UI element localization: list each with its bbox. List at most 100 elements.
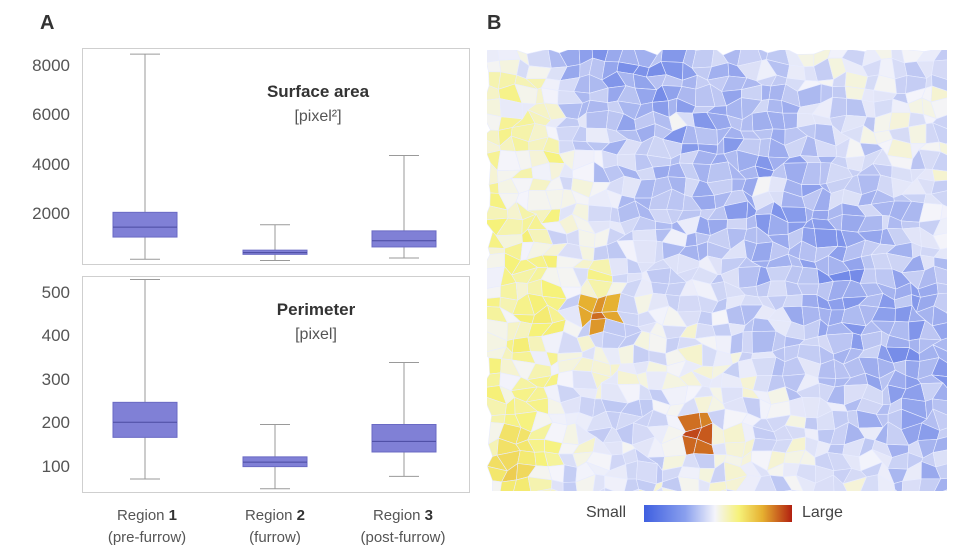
cell-polygon [933, 50, 947, 62]
cell-polygon [487, 296, 501, 308]
x-label-region-1: Region 1 (pre-furrow) [72, 505, 222, 549]
cell-polygon [938, 141, 947, 156]
cell-polygon [829, 96, 847, 119]
cell-polygon [782, 112, 798, 130]
cell-polygon [931, 151, 947, 172]
cell-polygon [860, 474, 879, 491]
cell-polygon [488, 357, 502, 375]
cell-polygon [638, 488, 646, 491]
cell-polygon [888, 489, 896, 491]
cell-polygon [786, 64, 806, 81]
cell-polygon [901, 478, 922, 491]
cell-polygon [604, 487, 615, 491]
cell-polygon [813, 228, 838, 249]
colorbar-low-label: Small [586, 504, 627, 521]
cell-polygon [930, 374, 947, 389]
cell-polygon [635, 478, 657, 491]
colorbar [644, 505, 792, 522]
x-label-number: 2 [296, 507, 306, 524]
cell-polygon [487, 98, 502, 118]
cell-polygon [677, 294, 702, 313]
x-label-prefix: Region [372, 507, 425, 524]
cell-polygon [832, 85, 847, 99]
x-label-prefix: Region [244, 507, 297, 524]
cell-polygon [726, 488, 737, 491]
cell-polygon [711, 442, 727, 456]
cell-polygon [932, 114, 947, 129]
surface-ytick: 8000 [32, 56, 70, 75]
cell-polygon [933, 265, 947, 285]
cell-polygon [684, 232, 698, 248]
cell-polygon [497, 50, 521, 61]
cell-polygon [932, 436, 947, 453]
cell-polygon [661, 476, 683, 491]
cell-polygon [932, 217, 947, 237]
cell-polygon [932, 408, 947, 431]
cell-polygon [492, 480, 502, 491]
perimeter-ytick: 300 [41, 370, 70, 389]
panel-b-label: B [487, 12, 502, 34]
box [112, 401, 178, 438]
cell-polygon [932, 322, 947, 341]
surface-area-unit: [pixel²] [294, 108, 342, 125]
cell-polygon [585, 110, 609, 129]
cell-polygon [932, 398, 947, 416]
x-label-prefix: Region [116, 507, 169, 524]
cell-polygon [550, 488, 559, 491]
x-label-number: 1 [168, 507, 178, 524]
cell-polygon [487, 59, 502, 73]
surface-ytick: 2000 [32, 204, 70, 223]
cell-polygon [562, 481, 578, 491]
cell-polygon [599, 487, 606, 491]
perimeter-ytick: 200 [41, 413, 70, 432]
perimeter-title-block: Perimeter [pixel] [226, 300, 406, 344]
cell-polygon [930, 85, 947, 103]
cell-polygon [517, 450, 537, 467]
cell-polygon [604, 475, 628, 491]
colorbar-high-label: Large [802, 504, 843, 521]
cell-polygon [833, 474, 848, 491]
cell-polygon [767, 280, 788, 297]
perimeter-boxplot [112, 279, 437, 490]
panel-a-label: A [40, 12, 55, 34]
surface-area-boxplot [112, 53, 437, 262]
x-label-region-3: Region 3 (post-furrow) [328, 505, 478, 549]
cell-polygon [931, 357, 947, 377]
cell-polygon [741, 331, 753, 354]
surface-ytick: 4000 [32, 155, 70, 174]
cell-polygon [766, 98, 784, 114]
cell-polygon [930, 97, 947, 120]
cell-polygon [931, 59, 947, 80]
cell-polygon [934, 478, 947, 491]
cell-polygon [932, 305, 947, 327]
cell-polygon [677, 476, 700, 491]
cell-polygon [490, 414, 506, 424]
cell-polygon [908, 123, 927, 144]
cell-polygon [933, 247, 947, 260]
cell-polygon [932, 382, 947, 401]
cell-polygon [694, 126, 718, 146]
perimeter-title: Perimeter [276, 300, 356, 319]
cell-polygon [726, 218, 748, 230]
cell-polygon [575, 473, 596, 491]
cell-polygon [893, 489, 898, 491]
cell-polygon [754, 474, 777, 491]
cell-polygon [918, 478, 942, 491]
x-label-region-2: Region 2 (furrow) [200, 505, 350, 549]
cell-polygon [932, 337, 947, 352]
cell-polygon [940, 204, 947, 221]
x-label-sub: (furrow) [249, 529, 301, 546]
cell-polygon [894, 74, 908, 95]
perimeter-ytick: 100 [41, 457, 70, 476]
cell-polygon [511, 336, 531, 354]
cell-polygon [562, 464, 578, 483]
x-label-sub: (post-furrow) [360, 529, 446, 546]
surface-ytick: 6000 [32, 105, 70, 124]
cell-polygon [526, 50, 552, 69]
cell-polygon [935, 463, 947, 480]
box [371, 424, 437, 453]
cell-polygon [587, 204, 612, 223]
cell-size-heatmap [487, 50, 947, 491]
cell-polygon [487, 285, 501, 299]
perimeter-ytick: 500 [41, 283, 70, 302]
